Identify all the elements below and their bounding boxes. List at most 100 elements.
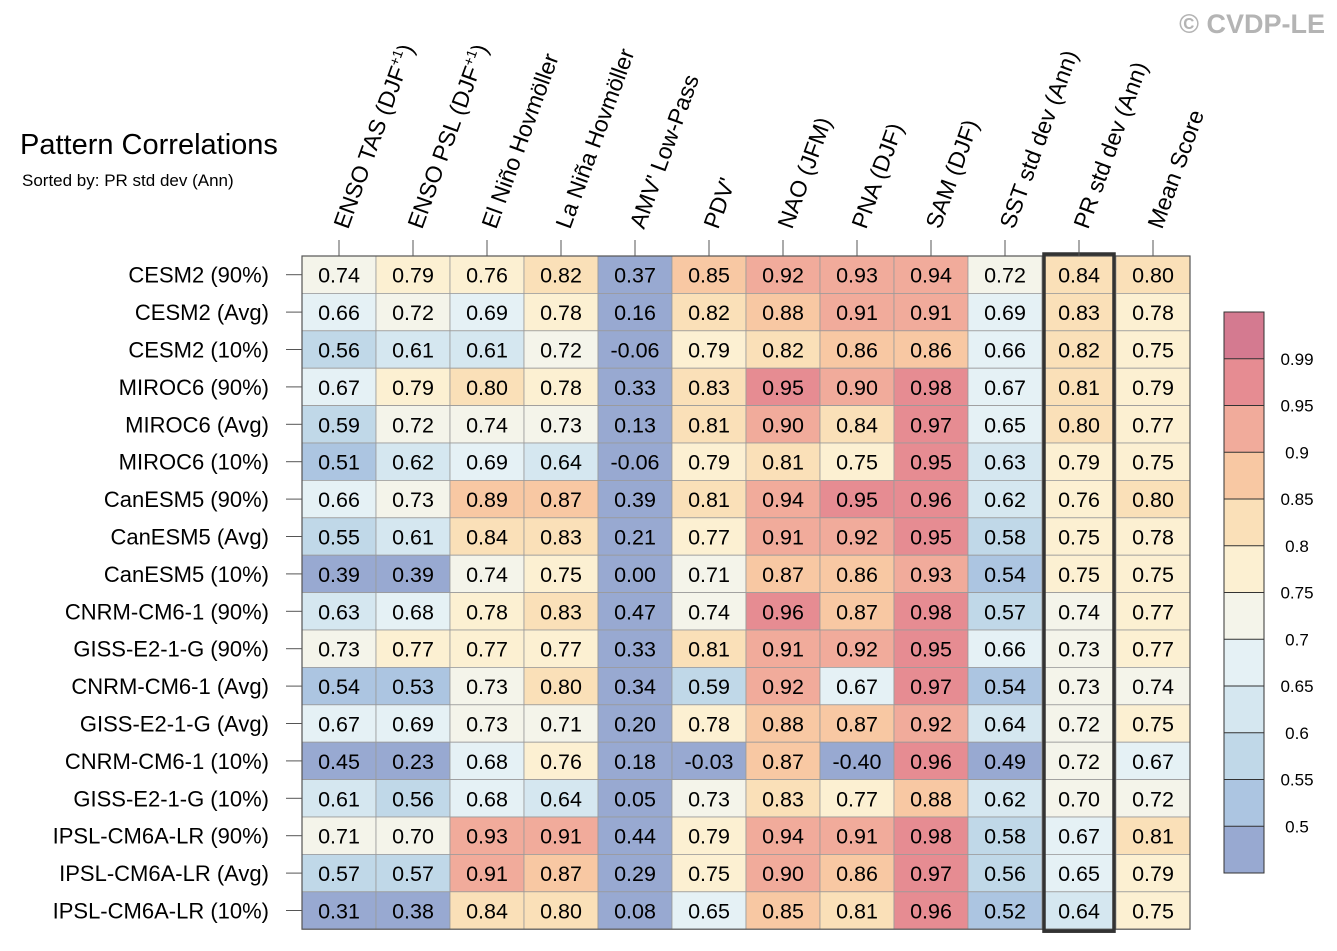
cell-value-label: 0.75 <box>688 862 730 886</box>
cell-value-label: 0.74 <box>1058 600 1100 624</box>
row-label: CNRM-CM6-1 (10%) <box>65 749 269 774</box>
cell-value-label: 0.66 <box>318 488 360 512</box>
cell-value-label: 0.54 <box>984 563 1026 587</box>
cell-value-label: 0.85 <box>762 900 804 924</box>
heatmap-cell <box>745 667 821 706</box>
row-label: CESM2 (10%) <box>128 338 269 363</box>
cell-value-label: 0.97 <box>910 413 952 437</box>
cell-value-label: 0.59 <box>688 675 730 699</box>
heatmap-cell <box>301 255 377 294</box>
heatmap-cell <box>1115 554 1191 594</box>
heatmap-cell <box>597 479 673 519</box>
cell-value-label: 0.98 <box>910 376 952 400</box>
cell-value-label: 0.20 <box>614 713 656 737</box>
cell-value-label: 0.78 <box>466 600 508 624</box>
heatmap-cell <box>523 779 599 818</box>
cell-value-label: 0.86 <box>836 339 878 363</box>
cell-value-label: 0.59 <box>318 413 360 437</box>
cell-value-label: 0.71 <box>318 825 360 849</box>
column-header-label: El Niño Hovmöller <box>476 50 563 232</box>
cell-value-label: 0.92 <box>836 638 878 662</box>
heatmap-cell <box>597 704 673 743</box>
cell-value-label: 0.49 <box>984 750 1026 774</box>
cell-value-label: 0.73 <box>466 713 508 737</box>
cell-value-label: 0.64 <box>1058 900 1100 924</box>
heatmap-cell <box>301 704 377 743</box>
cell-value-label: 0.78 <box>540 301 582 325</box>
heatmap-cell <box>375 255 451 294</box>
colorbar-swatch <box>1224 405 1264 453</box>
heatmap-cell <box>967 704 1043 743</box>
heatmap-cell <box>523 891 599 930</box>
cell-value-label: 0.33 <box>614 376 656 400</box>
cell-value-label: 0.81 <box>688 488 730 512</box>
heatmap-cell <box>893 779 969 818</box>
heatmap-cell <box>671 405 747 444</box>
heatmap-cell <box>1041 779 1117 818</box>
cell-value-label: 0.82 <box>540 264 582 288</box>
cell-value-label: 0.88 <box>762 713 804 737</box>
cell-value-label: 0.76 <box>466 264 508 288</box>
colorbar-swatch <box>1224 592 1264 640</box>
cell-value-label: 0.53 <box>392 675 434 699</box>
heatmap-cell <box>893 292 969 332</box>
cell-value-label: 0.95 <box>762 376 804 400</box>
heatmap-cell <box>301 854 377 893</box>
cell-value-label: 0.87 <box>762 750 804 774</box>
cell-value-label: 0.87 <box>836 600 878 624</box>
colorbar-swatch <box>1224 826 1264 873</box>
cell-value-label: 0.97 <box>910 862 952 886</box>
heatmap-cell <box>819 891 895 930</box>
cell-value-label: 0.92 <box>910 713 952 737</box>
cell-value-label: -0.03 <box>684 750 733 774</box>
column-header-label: NAO (JFM) <box>772 114 836 232</box>
cell-value-label: 0.61 <box>392 339 434 363</box>
heatmap-cell <box>449 554 525 594</box>
heatmap-cell <box>597 405 673 444</box>
heatmap-cell <box>1041 405 1117 444</box>
heatmap-cell <box>671 292 747 332</box>
cell-value-label: 0.91 <box>540 825 582 849</box>
colorbar-swatch <box>1224 639 1264 686</box>
cell-value-label: 0.57 <box>392 862 434 886</box>
cell-value-label: 0.72 <box>392 413 434 437</box>
cell-value-label: 0.75 <box>1058 526 1100 550</box>
heatmap-cell <box>967 592 1043 631</box>
cell-value-label: 0.73 <box>318 638 360 662</box>
watermark: © CVDP-LE <box>1179 9 1325 39</box>
heatmap-cell <box>1115 629 1191 668</box>
heatmap-cell <box>967 854 1043 893</box>
heatmap-cell <box>671 255 747 294</box>
heatmap-cell <box>671 367 747 407</box>
heatmap-cell <box>1041 816 1117 855</box>
colorbar-swatch <box>1224 312 1264 359</box>
cell-value-label: 0.94 <box>762 825 804 849</box>
chart-subtitle: Sorted by: PR std dev (Ann) <box>22 171 234 190</box>
heatmap-cell <box>1115 741 1191 781</box>
cell-value-label: 0.95 <box>910 526 952 550</box>
heatmap-cell <box>967 255 1043 294</box>
heatmap-cell <box>745 704 821 743</box>
cell-value-label: 0.71 <box>540 713 582 737</box>
row-label: GISS-E2-1-G (90%) <box>73 637 269 662</box>
heatmap-cell <box>671 442 747 481</box>
cell-value-label: 0.93 <box>910 563 952 587</box>
cell-value-label: 0.37 <box>614 264 656 288</box>
heatmap-cell <box>597 592 673 631</box>
cell-value-label: 0.39 <box>392 563 434 587</box>
cell-value-label: 0.72 <box>984 264 1026 288</box>
row-label: IPSL-CM6A-LR (Avg) <box>59 861 269 886</box>
cell-value-label: 0.77 <box>688 526 730 550</box>
cell-value-label: 0.55 <box>318 526 360 550</box>
heatmap-cell <box>967 779 1043 818</box>
heatmap-cell <box>967 667 1043 706</box>
heatmap-cell <box>1041 479 1117 519</box>
cell-value-label: 0.72 <box>1058 750 1100 774</box>
heatmap-cell <box>597 517 673 556</box>
heatmap-cell <box>449 854 525 893</box>
cell-value-label: 0.96 <box>910 900 952 924</box>
heatmap-cell <box>819 405 895 444</box>
cell-value-label: 0.13 <box>614 413 656 437</box>
cell-value-label: 0.84 <box>836 413 878 437</box>
colorbar-tick-label: 0.85 <box>1280 490 1313 509</box>
